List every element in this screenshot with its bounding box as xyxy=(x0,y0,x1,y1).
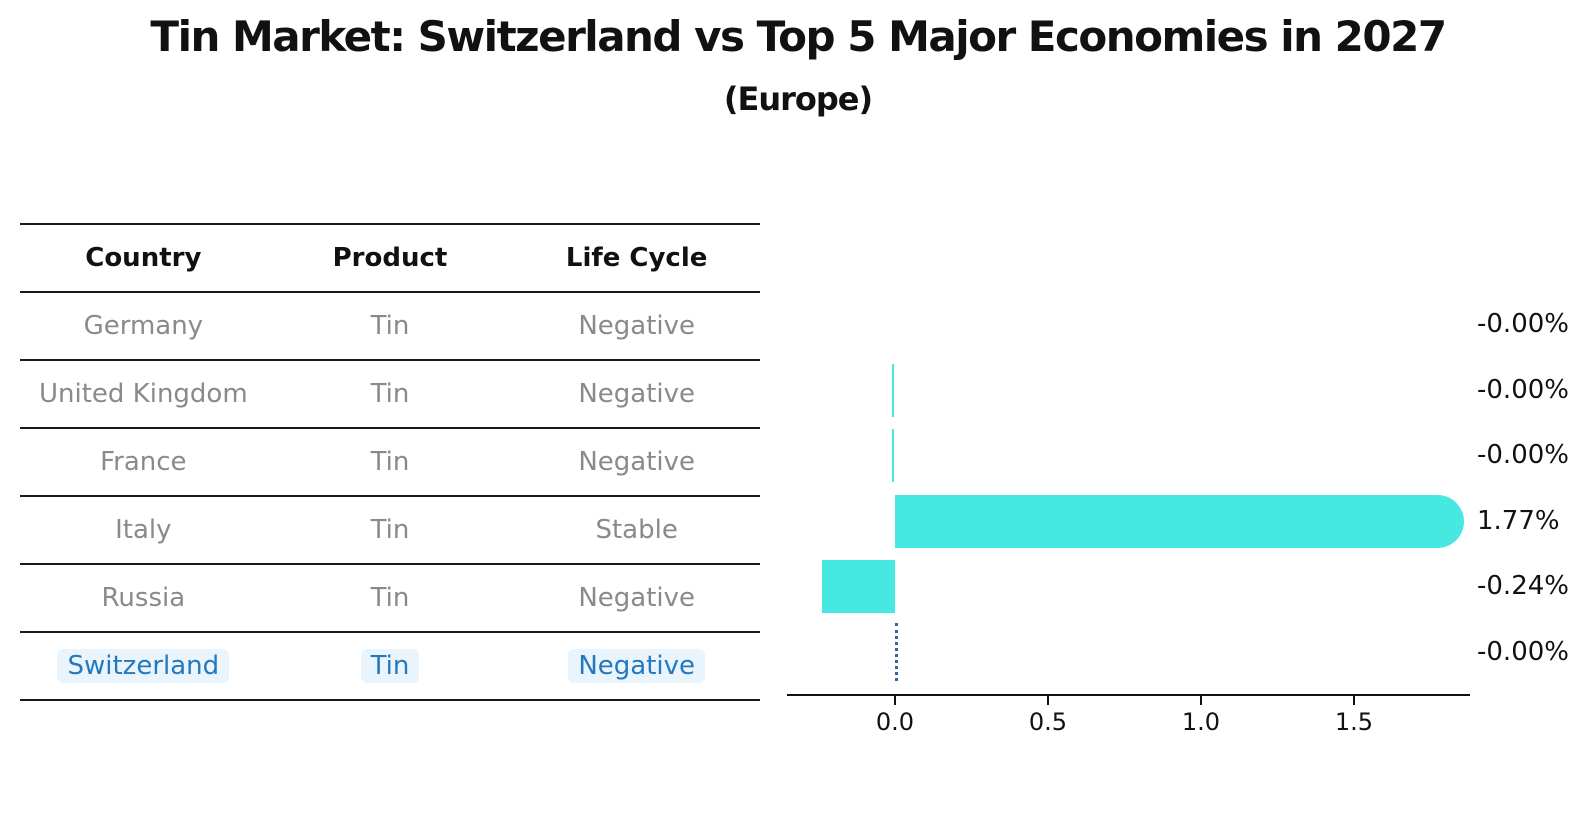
table-header-row: Country Product Life Cycle xyxy=(20,224,760,293)
cell-lifecycle-text: Negative xyxy=(578,447,695,477)
cell-lifecycle-text: Negative xyxy=(578,583,695,613)
x-axis-tick-label: 0.5 xyxy=(1028,708,1068,736)
highlight-dashed-zero-line xyxy=(895,623,898,681)
chart-subtitle: (Europe) xyxy=(723,80,873,118)
cell-lifecycle: Stable xyxy=(513,496,760,565)
x-axis-tick xyxy=(894,696,896,705)
cell-country-text: Switzerland xyxy=(57,649,230,683)
cell-product: Tin xyxy=(266,360,514,429)
cell-product: Tin xyxy=(266,496,514,565)
table-row: Switzerland Tin Negative xyxy=(20,632,760,701)
cell-country-text: United Kingdom xyxy=(38,379,248,409)
cell-country: Switzerland xyxy=(20,632,267,701)
cell-product-text: Tin xyxy=(360,649,420,683)
column-header-country: Country xyxy=(20,224,267,293)
cell-lifecycle: Negative xyxy=(513,564,760,633)
cell-lifecycle-text: Negative xyxy=(568,649,705,683)
cell-country: France xyxy=(20,428,267,497)
cell-product-text: Tin xyxy=(370,583,410,613)
cell-product: Tin xyxy=(266,564,514,633)
bar-value-label-france: -0.00% xyxy=(1477,440,1569,470)
cell-product: Tin xyxy=(266,428,514,497)
cell-country: United Kingdom xyxy=(20,360,267,429)
chart-title: Tin Market: Switzerland vs Top 5 Major E… xyxy=(150,12,1447,61)
cell-product-text: Tin xyxy=(370,515,410,545)
cell-country: Italy xyxy=(20,496,267,565)
comparison-table: Country Product Life Cycle Germany Tin Neg… xyxy=(20,223,760,701)
bar-value-label-switzerland: -0.00% xyxy=(1477,637,1569,667)
table-row: Germany Tin Negative xyxy=(20,292,760,361)
cell-country: Russia xyxy=(20,564,267,633)
cell-country-text: Germany xyxy=(83,311,204,341)
bar-value-label-italy: 1.77% xyxy=(1477,506,1560,536)
cell-lifecycle-text: Stable xyxy=(595,515,678,545)
x-axis-tick-label: 0.0 xyxy=(875,708,915,736)
column-header-lifecycle: Life Cycle xyxy=(513,224,760,293)
x-axis-tick-label: 1.0 xyxy=(1181,708,1221,736)
column-header-product: Product xyxy=(266,224,514,293)
cell-lifecycle-text: Negative xyxy=(578,379,695,409)
x-axis-tick-label: 1.5 xyxy=(1334,708,1374,736)
cell-lifecycle: Negative xyxy=(513,632,760,701)
bar-italy xyxy=(895,494,1464,548)
cell-country-text: France xyxy=(100,447,187,477)
table-row: Russia Tin Negative xyxy=(20,564,760,633)
bar-france xyxy=(892,428,894,482)
cell-country-text: Italy xyxy=(115,515,172,545)
cell-product-text: Tin xyxy=(370,311,410,341)
cell-product: Tin xyxy=(266,632,514,701)
cell-lifecycle: Negative xyxy=(513,292,760,361)
x-axis-line xyxy=(787,694,1470,696)
table-row: Italy Tin Stable xyxy=(20,496,760,565)
bar-value-label-germany: -0.00% xyxy=(1477,309,1569,339)
bar-value-label-russia: -0.24% xyxy=(1477,571,1569,601)
cell-product: Tin xyxy=(266,292,514,361)
bar-united-kingdom xyxy=(892,363,894,417)
table-row: United Kingdom Tin Negative xyxy=(20,360,760,429)
cell-lifecycle: Negative xyxy=(513,360,760,429)
bar-russia xyxy=(821,559,895,613)
cell-product-text: Tin xyxy=(370,379,410,409)
x-axis-tick xyxy=(1200,696,1202,705)
cell-country-text: Russia xyxy=(101,583,186,613)
table-row: France Tin Negative xyxy=(20,428,760,497)
cell-country: Germany xyxy=(20,292,267,361)
cell-lifecycle: Negative xyxy=(513,428,760,497)
cell-lifecycle-text: Negative xyxy=(578,311,695,341)
bar-value-label-united-kingdom: -0.00% xyxy=(1477,375,1569,405)
cell-product-text: Tin xyxy=(370,447,410,477)
x-axis-tick xyxy=(1047,696,1049,705)
x-axis-tick xyxy=(1353,696,1355,705)
